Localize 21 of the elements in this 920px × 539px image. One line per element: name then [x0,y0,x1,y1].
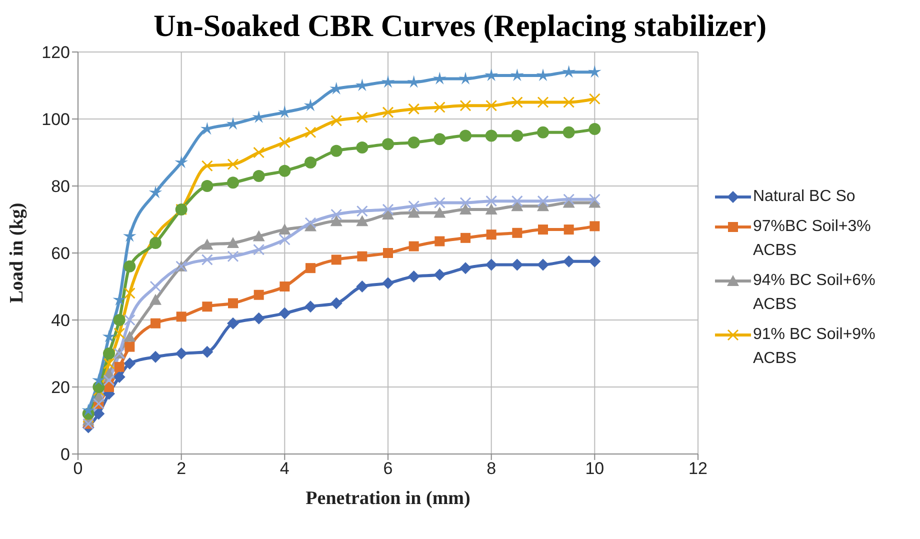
legend-label: 94% BC Soil+6% ACBS [753,271,876,315]
x-axis-title: Penetration in (mm) [306,488,470,509]
y-tick-label: 60 [51,244,70,264]
x-tick-label: 10 [585,459,604,478]
x-tick-label: 2 [176,459,186,478]
legend-label: Natural BC So [753,187,856,207]
x-tick-label: 12 [688,459,708,478]
y-tick-label: 0 [60,445,70,464]
y-tick-label: 40 [51,311,70,330]
x-tick-label: 6 [383,459,393,478]
legend-label: 91% BC Soil+9% ACBS [753,325,876,369]
legend-label: 97%BC Soil+3% ACBS [753,217,872,261]
y-tick-label: 100 [42,110,70,130]
x-tick-label: 8 [486,459,496,478]
y-axis-title: Load in (kg) [6,202,28,304]
y-tick-label: 80 [51,177,70,196]
y-tick-label: 120 [42,43,70,62]
y-tick-label: 20 [51,378,70,398]
x-tick-label: 4 [280,459,290,478]
x-tick-label: 0 [73,459,83,478]
chart-title: Un-Soaked CBR Curves (Replacing stabilizer) [152,8,768,44]
